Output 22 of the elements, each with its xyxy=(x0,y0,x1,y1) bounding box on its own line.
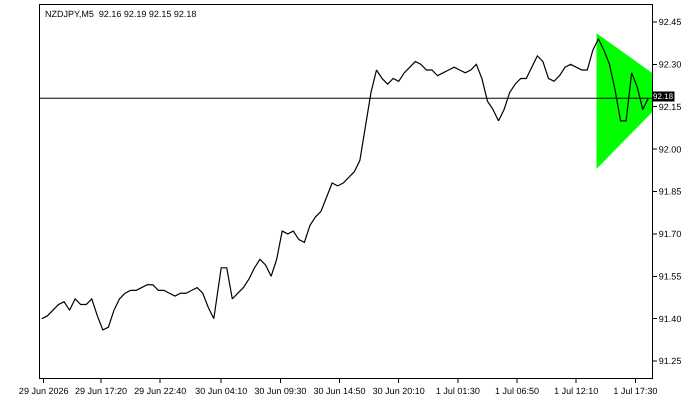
y-tick-label: 92.15 xyxy=(658,102,682,112)
y-tick-label: 91.25 xyxy=(658,356,682,366)
y-tick-label: 92.45 xyxy=(658,17,682,28)
x-tick-label: 30 Jun 09:30 xyxy=(254,386,306,396)
ref-line-label: 92.18 xyxy=(653,92,674,101)
x-tick-label: 29 Jun 22:40 xyxy=(134,386,186,396)
x-tick-label: 30 Jun 14:50 xyxy=(314,386,366,396)
y-tick-label: 91.55 xyxy=(658,271,682,282)
x-tick-label: 29 Jun 2026 xyxy=(18,386,68,396)
x-tick-label: 1 Jul 17:30 xyxy=(613,386,658,396)
x-tick-label: 30 Jun 20:10 xyxy=(372,386,425,396)
y-tick-label: 92.00 xyxy=(658,144,682,154)
y-tick-label: 92.30 xyxy=(658,59,682,70)
y-tick-label: 91.70 xyxy=(658,229,682,240)
x-tick-label: 1 Jul 12:10 xyxy=(554,386,598,396)
x-tick-label: 29 Jun 17:20 xyxy=(74,386,128,396)
x-tick-label: 1 Jul 01:30 xyxy=(436,386,480,396)
y-tick-label: 91.40 xyxy=(658,314,682,324)
y-tick-label: 91.85 xyxy=(658,186,682,197)
x-tick-label: 1 Jul 06:50 xyxy=(495,386,540,396)
x-tick-label: 30 Jun 04:10 xyxy=(195,386,248,396)
text: NZDJPY,M5 92.16 92.19 92.15 92.18 xyxy=(45,9,196,19)
